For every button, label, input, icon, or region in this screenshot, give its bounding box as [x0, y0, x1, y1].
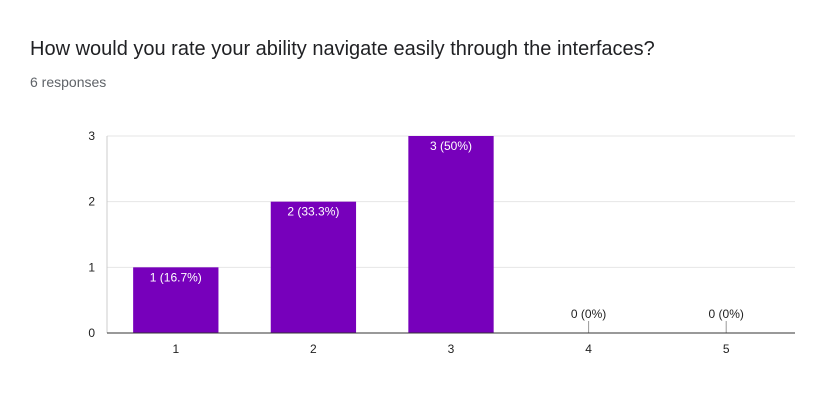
- data-label: 0 (0%): [571, 307, 606, 321]
- bar: [270, 201, 357, 333]
- bar: [408, 136, 494, 333]
- x-tick-label: 4: [585, 342, 592, 356]
- bar: [133, 267, 219, 333]
- y-tick-label: 3: [88, 129, 95, 143]
- data-label: 0 (0%): [709, 307, 744, 321]
- y-tick-label: 2: [88, 195, 95, 209]
- x-tick-label: 2: [310, 342, 317, 356]
- response-count: 6 responses: [30, 74, 107, 90]
- data-label: 2 (33.3%): [287, 205, 339, 219]
- data-label: 3 (50%): [430, 139, 472, 153]
- data-label: 1 (16.7%): [150, 270, 202, 284]
- y-tick-label: 0: [88, 326, 95, 340]
- x-tick-label: 3: [448, 342, 455, 356]
- y-tick-label: 1: [88, 260, 95, 274]
- x-tick-label: 5: [723, 342, 730, 356]
- chart-title: How would you rate your ability navigate…: [30, 38, 655, 60]
- x-tick-label: 1: [172, 342, 179, 356]
